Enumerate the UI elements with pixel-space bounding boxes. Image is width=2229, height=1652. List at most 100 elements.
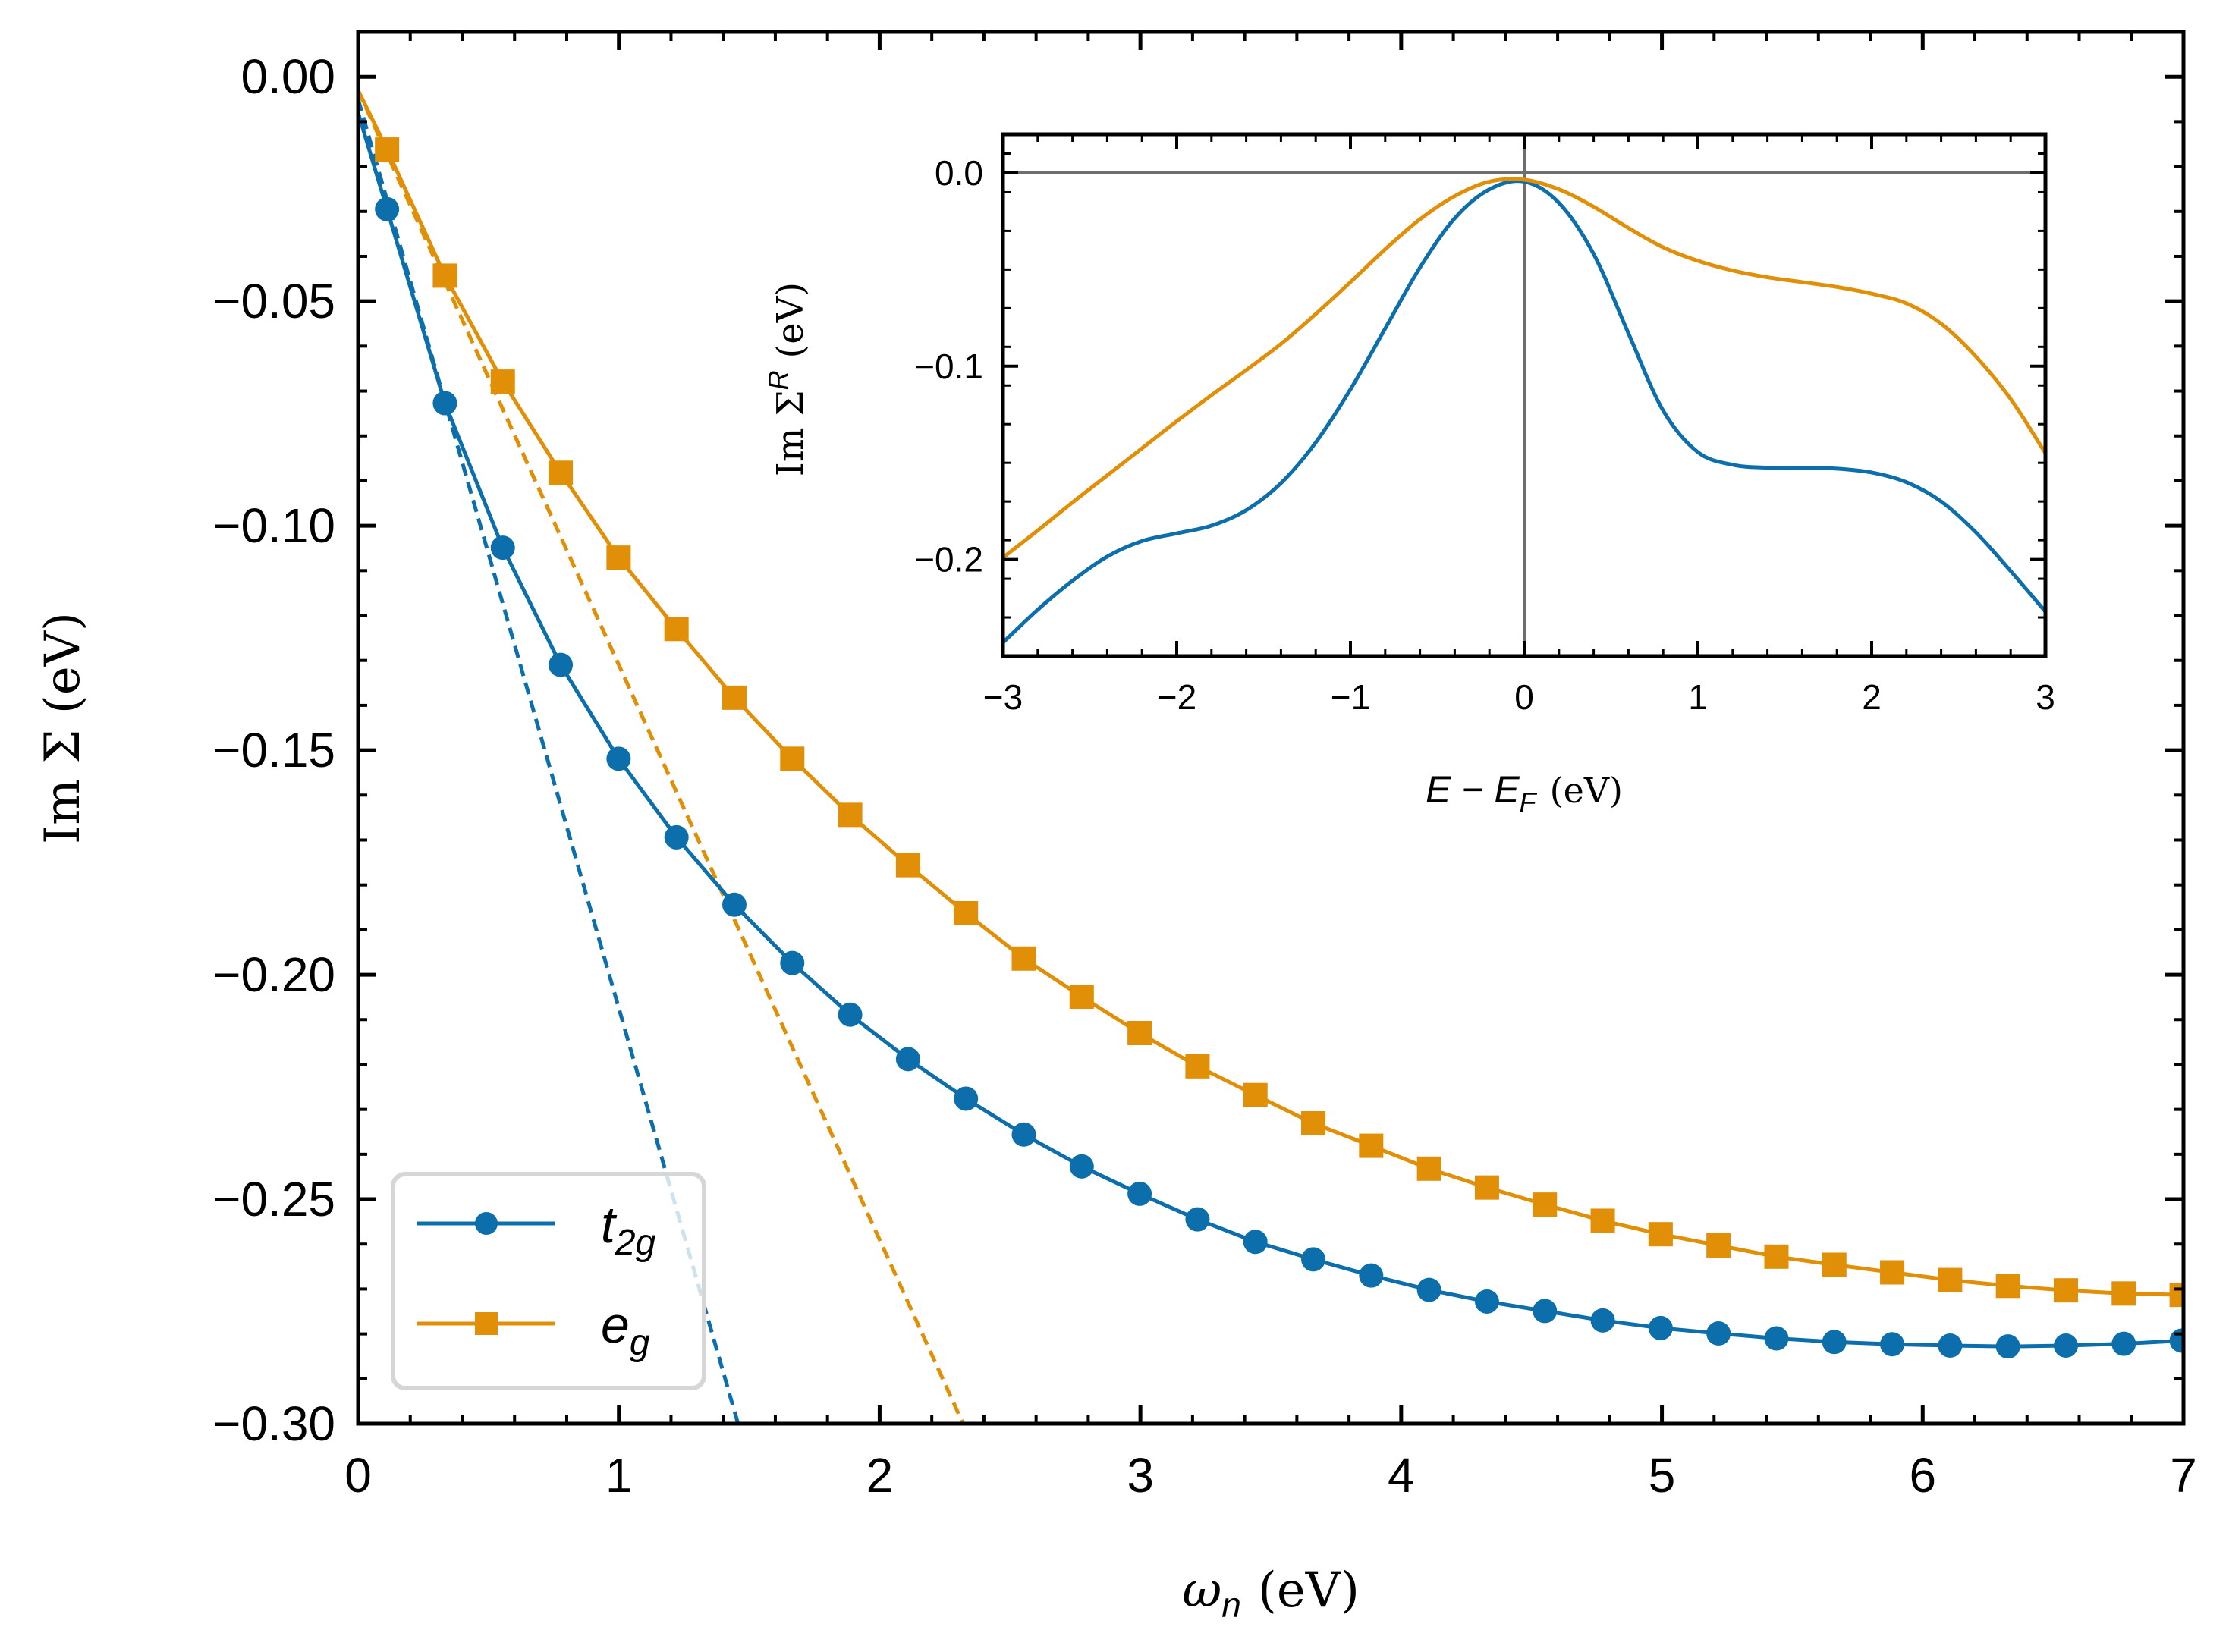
data-point-eg [1590, 1208, 1615, 1233]
legend-eg-sub: g [630, 1323, 650, 1363]
data-point-t2g [722, 892, 747, 917]
inset-ticks [1001, 134, 2047, 658]
data-point-eg [1359, 1133, 1384, 1158]
x-tick-label: 5 [1649, 1448, 1676, 1503]
inset-y-label-text: Im Σ [769, 390, 812, 476]
main-plot-area [358, 89, 2183, 1424]
legend-label-eg: eg [601, 1296, 650, 1363]
x-tick-label: 3 [1127, 1448, 1154, 1503]
data-point-eg [1822, 1252, 1847, 1277]
data-point-t2g [1706, 1321, 1731, 1346]
data-point-t2g [1938, 1333, 1963, 1358]
data-point-eg [375, 137, 400, 162]
data-point-t2g [1185, 1207, 1210, 1232]
inset-x-tick-labels: −3 −2 −1 0 1 2 3 [983, 677, 2055, 717]
data-point-t2g [1995, 1334, 2020, 1359]
main-axes-frame [356, 30, 2186, 1426]
inset-x-label-subscript: F [1520, 787, 1538, 818]
legend-t2g-sub: 2g [615, 1223, 656, 1263]
data-point-eg [1764, 1244, 1789, 1269]
legend-frame [391, 1172, 706, 1390]
legend-marker-t2g [475, 1212, 498, 1235]
inset-x-tick-label: 3 [2036, 677, 2055, 717]
y-tick-label: −0.20 [212, 947, 335, 1002]
legend-label-t2g: t2g [601, 1196, 656, 1263]
legend-t2g-base: t [601, 1196, 618, 1254]
data-point-t2g [1127, 1181, 1152, 1206]
data-point-eg [1069, 985, 1094, 1010]
data-point-eg [549, 460, 574, 485]
main-x-label-symbol: ω [1182, 1562, 1221, 1619]
data-point-t2g [838, 1002, 863, 1027]
data-point-t2g [780, 950, 805, 975]
legend: t2g eg [391, 1172, 706, 1390]
data-point-eg [1185, 1054, 1210, 1079]
series-line-eg [358, 89, 2183, 1297]
data-point-t2g [2111, 1331, 2136, 1356]
inset-x-tick-label: −1 [1331, 677, 1370, 717]
inset-x-tick-label: 2 [1862, 677, 1882, 717]
data-point-t2g [1301, 1247, 1326, 1272]
data-point-eg [895, 853, 920, 878]
data-point-t2g [1069, 1154, 1094, 1179]
data-point-eg [1706, 1233, 1731, 1258]
main-y-tick-labels: 0.00 −0.05 −0.10 −0.15 −0.20 −0.25 −0.30 [212, 49, 335, 1451]
fit-line-eg [358, 89, 965, 1424]
inset-series-line-t2g [1003, 179, 2045, 644]
data-point-eg [1880, 1260, 1905, 1285]
data-point-eg [1127, 1021, 1152, 1046]
legend-eg-base: e [601, 1296, 630, 1354]
inset-x-tick-label: −2 [1157, 677, 1196, 717]
y-tick-label: −0.15 [212, 723, 335, 777]
inset-x-label-unit: (eV) [1550, 770, 1623, 811]
data-point-t2g [954, 1086, 979, 1111]
data-point-eg [1938, 1267, 1963, 1292]
inset-x-tick-label: −3 [983, 677, 1023, 717]
inset-panel: −3 −2 −1 0 1 2 3 0.0 −0.1 −0.2 E − EF (eV) Im ΣR (… [762, 132, 2055, 818]
data-point-eg [2111, 1281, 2136, 1306]
data-point-eg [1301, 1110, 1326, 1135]
inset-y-tick-labels: 0.0 −0.1 −0.2 [914, 153, 983, 579]
data-point-eg [1995, 1274, 2020, 1299]
inset-x-tick-label: 1 [1688, 677, 1708, 717]
data-point-eg [722, 685, 747, 710]
data-point-t2g [1359, 1263, 1384, 1288]
y-tick-label: −0.10 [212, 498, 335, 553]
data-point-t2g [1590, 1308, 1615, 1333]
inset-x-tick-label: 0 [1514, 677, 1534, 717]
data-point-t2g [490, 535, 515, 561]
inset-y-tick-label: 0.0 [935, 153, 983, 193]
inset-x-axis-label: E − EF (eV) [1426, 768, 1623, 818]
data-point-t2g [432, 391, 457, 416]
inset-y-label-superscript: R [762, 370, 794, 390]
data-point-eg [490, 369, 515, 394]
data-point-t2g [606, 746, 631, 771]
series-line-t2g [358, 111, 2183, 1349]
data-point-t2g [1764, 1326, 1789, 1351]
main-x-label-subscript: n [1221, 1585, 1241, 1625]
main-ticks [356, 32, 2186, 1426]
inset-y-tick-label: −0.2 [914, 540, 983, 579]
x-tick-label: 4 [1388, 1448, 1415, 1503]
inset-y-label-unit: (eV) [769, 282, 812, 359]
data-point-t2g [375, 196, 400, 221]
data-point-t2g [1416, 1277, 1441, 1302]
inset-y-axis-label: Im ΣR (eV) [762, 282, 812, 476]
data-point-eg [1416, 1156, 1441, 1181]
legend-marker-eg [475, 1312, 498, 1335]
x-tick-label: 2 [866, 1448, 894, 1503]
data-point-eg [606, 545, 631, 570]
data-point-eg [954, 900, 979, 925]
x-tick-label: 6 [1909, 1448, 1936, 1503]
main-x-tick-labels: 0 1 2 3 4 5 6 7 [344, 1448, 2197, 1503]
main-x-label-unit: (eV) [1258, 1562, 1360, 1619]
data-point-eg [2053, 1278, 2078, 1303]
data-point-t2g [664, 824, 689, 850]
main-x-axis-label: ωn (eV) [1182, 1562, 1360, 1625]
y-tick-label: −0.25 [212, 1172, 335, 1226]
main-y-axis-label: Im Σ (eV) [35, 612, 91, 844]
y-tick-label: 0.00 [241, 49, 335, 104]
data-point-t2g [1243, 1230, 1268, 1255]
